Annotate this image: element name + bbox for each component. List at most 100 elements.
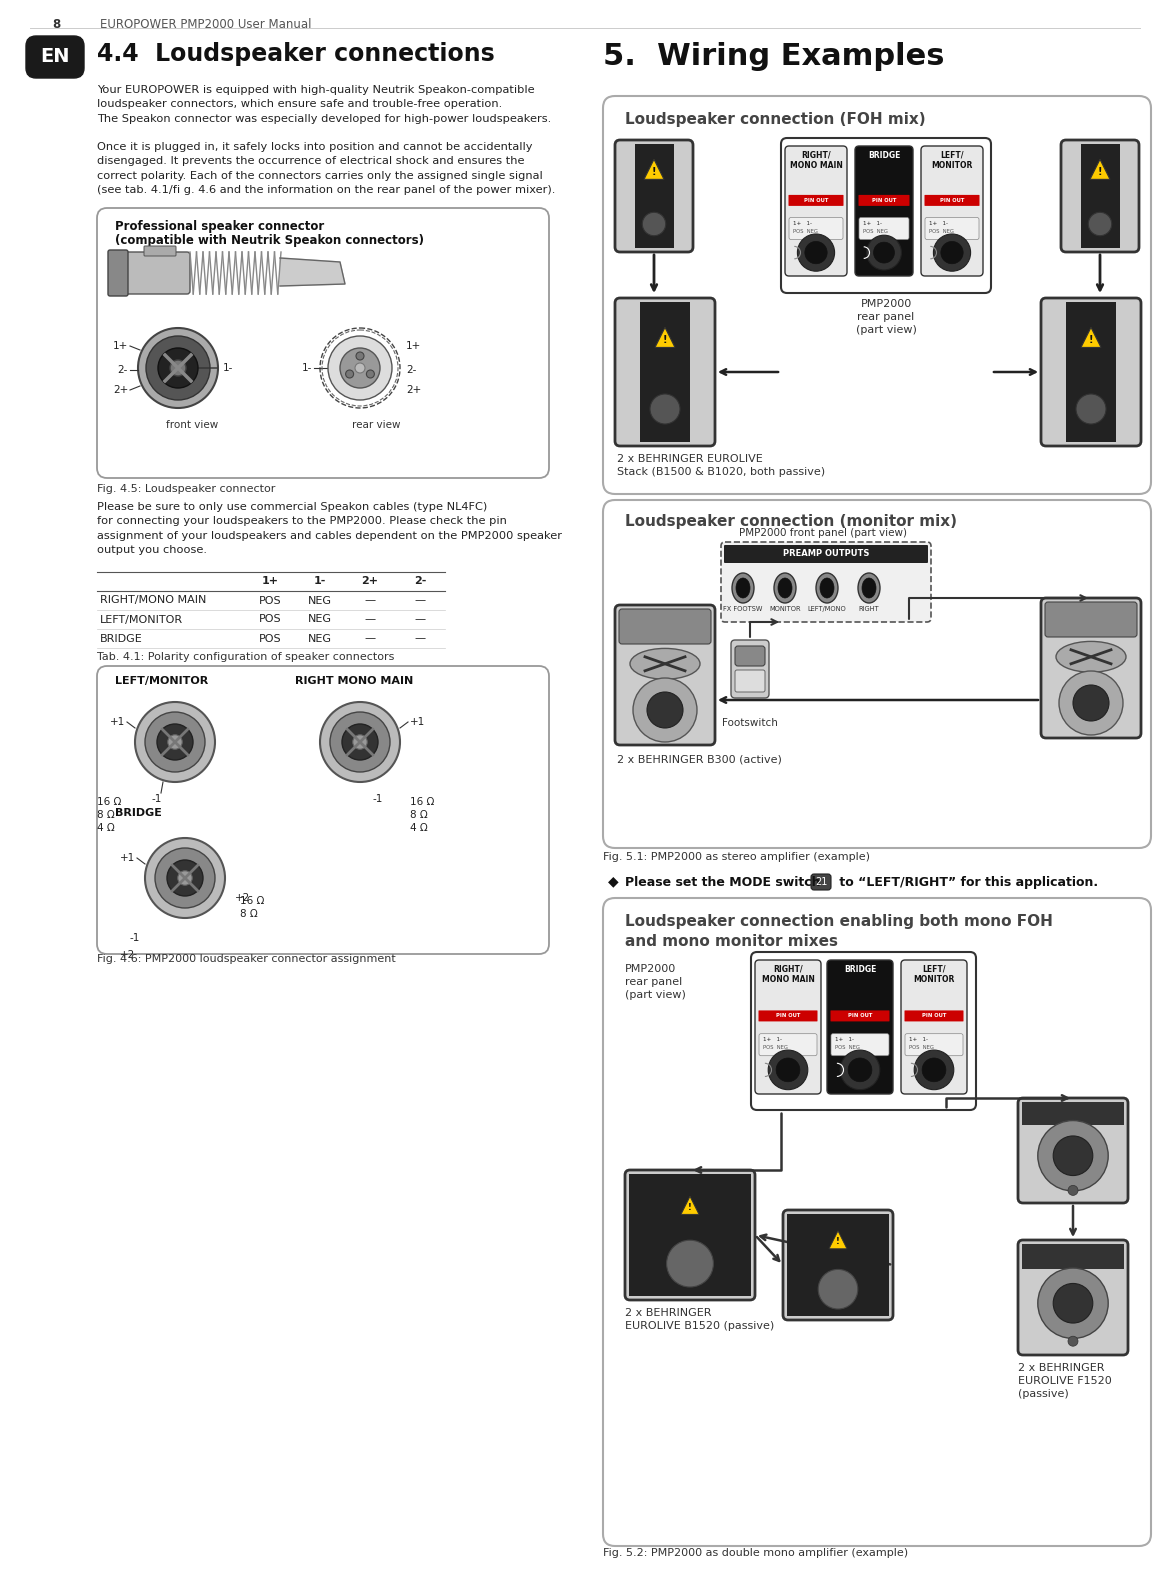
Circle shape [320,329,400,407]
FancyBboxPatch shape [721,543,931,621]
FancyBboxPatch shape [1018,1240,1128,1354]
FancyBboxPatch shape [615,140,693,252]
FancyBboxPatch shape [830,1010,890,1021]
Circle shape [134,702,215,782]
Text: 16 Ω
8 Ω
4 Ω: 16 Ω 8 Ω 4 Ω [97,798,122,834]
Bar [1066,302,1116,442]
Text: 4.4  Loudspeaker connections: 4.4 Loudspeaker connections [97,42,494,66]
Bar [635,145,673,249]
Text: 2+: 2+ [361,576,379,587]
Text: POS: POS [258,634,282,643]
Text: —: — [365,596,375,606]
Ellipse shape [862,577,876,598]
Text: LEFT/
MONITOR: LEFT/ MONITOR [913,964,955,985]
Circle shape [145,713,205,772]
Text: +1: +1 [119,853,134,864]
Circle shape [146,337,210,400]
Ellipse shape [736,577,750,598]
Text: !: ! [1088,335,1093,346]
Text: rear view: rear view [352,420,401,429]
Text: 1+   1-: 1+ 1- [835,1037,855,1043]
FancyBboxPatch shape [755,960,821,1093]
Text: 1+: 1+ [112,341,127,351]
Text: POS  NEG: POS NEG [929,230,954,234]
Text: LEFT/MONITOR: LEFT/MONITOR [115,676,208,686]
Text: Fig. 5.2: PMP2000 as double mono amplifier (example): Fig. 5.2: PMP2000 as double mono amplifi… [603,1548,908,1557]
Circle shape [922,1059,946,1082]
Text: 2+: 2+ [406,385,421,395]
FancyBboxPatch shape [1061,140,1139,252]
Text: LEFT/MONO: LEFT/MONO [808,606,846,612]
Circle shape [1038,1268,1108,1339]
Circle shape [1068,1186,1078,1195]
Text: 1+   1-: 1+ 1- [763,1037,782,1043]
Text: PIN OUT: PIN OUT [922,1013,946,1018]
Circle shape [768,1051,808,1090]
FancyBboxPatch shape [859,217,909,239]
FancyBboxPatch shape [97,665,549,953]
Text: PMP2000 front panel (part view): PMP2000 front panel (part view) [739,529,907,538]
Ellipse shape [819,577,833,598]
FancyBboxPatch shape [1045,602,1137,637]
Polygon shape [1081,327,1101,348]
Polygon shape [829,1230,848,1249]
Ellipse shape [779,577,793,598]
Text: PMP2000
rear panel
(part view): PMP2000 rear panel (part view) [625,964,686,1000]
Text: -1: -1 [373,794,383,804]
Circle shape [818,1269,858,1309]
Text: (compatible with Neutrik Speakon connectors): (compatible with Neutrik Speakon connect… [115,234,424,247]
FancyBboxPatch shape [789,195,844,206]
Bar [629,1173,750,1296]
FancyBboxPatch shape [759,1033,817,1055]
Text: PIN OUT: PIN OUT [804,198,828,203]
Text: PMP2000
rear panel
(part view): PMP2000 rear panel (part view) [856,299,916,335]
Circle shape [145,838,224,919]
Text: -1: -1 [130,933,140,942]
Text: 2 x BEHRINGER
EUROLIVE B1520 (passive): 2 x BEHRINGER EUROLIVE B1520 (passive) [625,1309,774,1331]
FancyBboxPatch shape [826,960,893,1093]
Text: —: — [365,615,375,624]
Polygon shape [655,327,675,348]
Text: Loudspeaker connection (monitor mix): Loudspeaker connection (monitor mix) [625,514,957,529]
Text: Loudspeaker connection enabling both mono FOH
and mono monitor mixes: Loudspeaker connection enabling both mon… [625,914,1053,949]
Circle shape [178,871,192,886]
FancyBboxPatch shape [925,195,980,206]
Text: 2-: 2- [406,365,416,374]
Circle shape [328,337,392,400]
Circle shape [1075,393,1106,425]
Circle shape [1088,212,1112,236]
Circle shape [353,735,367,749]
Text: BRIDGE: BRIDGE [115,809,161,818]
Text: POS  NEG: POS NEG [863,230,888,234]
Circle shape [320,702,400,782]
Text: PIN OUT: PIN OUT [940,198,964,203]
Circle shape [914,1051,954,1090]
Circle shape [158,348,198,389]
Text: RIGHT MONO MAIN: RIGHT MONO MAIN [295,676,414,686]
Circle shape [157,724,193,760]
FancyBboxPatch shape [108,250,127,296]
Circle shape [357,352,364,360]
Text: 1+: 1+ [262,576,278,587]
FancyBboxPatch shape [1042,598,1141,738]
Text: 2 x BEHRINGER
EUROLIVE F1520
(passive): 2 x BEHRINGER EUROLIVE F1520 (passive) [1018,1362,1112,1400]
Circle shape [1059,672,1123,735]
Circle shape [1038,1120,1108,1191]
FancyBboxPatch shape [1042,297,1141,447]
FancyBboxPatch shape [26,36,84,79]
Text: LEFT/
MONITOR: LEFT/ MONITOR [932,151,973,170]
Text: BRIDGE: BRIDGE [867,151,900,160]
Polygon shape [1090,159,1111,179]
Circle shape [666,1240,713,1287]
Circle shape [340,348,380,389]
Text: BRIDGE: BRIDGE [844,964,877,974]
Text: —: — [415,615,426,624]
FancyBboxPatch shape [735,670,765,692]
Text: POS  NEG: POS NEG [793,230,818,234]
Text: Please set the MODE switch: Please set the MODE switch [625,876,825,889]
Circle shape [167,860,203,897]
Text: POS  NEG: POS NEG [835,1044,860,1051]
FancyBboxPatch shape [786,146,848,275]
Text: —: — [365,634,375,643]
Text: POS  NEG: POS NEG [909,1044,934,1051]
